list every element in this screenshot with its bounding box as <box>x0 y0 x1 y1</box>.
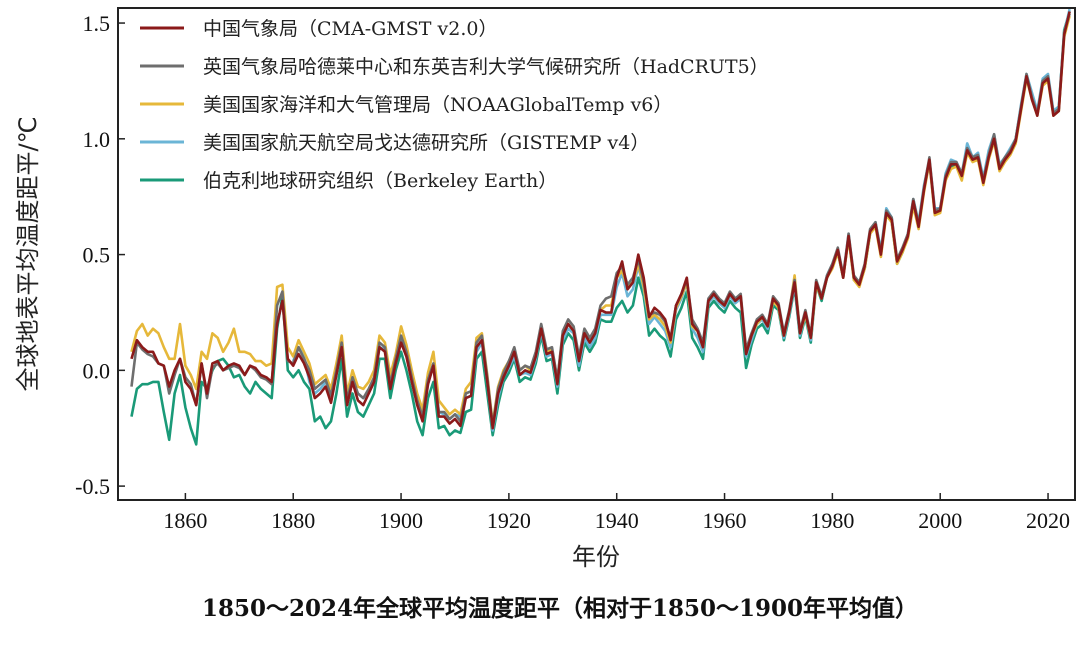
legend-item: 伯克利地球研究组织（Berkeley Earth） <box>140 170 557 192</box>
x-tick-label: 1940 <box>595 508 639 533</box>
y-tick-label: 1.5 <box>83 11 111 36</box>
x-tick-label: 1980 <box>810 508 854 533</box>
legend-label: 中国气象局（CMA-GMST v2.0） <box>203 18 497 40</box>
y-tick-label: 1.0 <box>83 127 111 152</box>
x-tick-label: 1900 <box>379 508 423 533</box>
x-tick-label: 1860 <box>163 508 207 533</box>
y-axis-label: 全球地表平均温度距平/℃ <box>14 116 42 391</box>
legend-label: 伯克利地球研究组织（Berkeley Earth） <box>203 170 557 192</box>
y-tick-label: -0.5 <box>75 474 110 499</box>
y-tick-label: 0.5 <box>83 243 111 268</box>
x-tick-label: 1960 <box>703 508 747 533</box>
x-tick-label: 2000 <box>918 508 962 533</box>
series-layer <box>130 8 1071 446</box>
legend-item: 美国国家海洋和大气管理局（NOAAGlobalTemp v6） <box>140 94 672 116</box>
legend-label: 英国气象局哈德莱中心和东英吉利大学气候研究所（HadCRUT5） <box>203 56 769 78</box>
legend-item: 英国气象局哈德莱中心和东英吉利大学气候研究所（HadCRUT5） <box>140 56 769 78</box>
legend-item: 美国国家航天航空局戈达德研究所（GISTEMP v4） <box>140 132 649 154</box>
y-axis: -0.5 0.0 0.5 1.0 1.5 <box>75 11 125 499</box>
x-axis: 1860 1880 1900 1920 1940 1960 1980 2000 2020 <box>163 493 1070 533</box>
x-tick-label: 2020 <box>1026 508 1070 533</box>
legend-label: 美国国家航天航空局戈达德研究所（GISTEMP v4） <box>203 132 649 154</box>
legend-item: 中国气象局（CMA-GMST v2.0） <box>140 18 497 40</box>
plot-frame <box>117 7 1076 501</box>
legend-label: 美国国家海洋和大气管理局（NOAAGlobalTemp v6） <box>203 94 672 116</box>
x-axis-label: 年份 <box>572 543 620 571</box>
chart-title: 1850～2024年全球平均温度距平（相对于1850～1900年平均值） <box>202 595 918 622</box>
series-line-4 <box>130 11 1071 430</box>
legend: 中国气象局（CMA-GMST v2.0） 英国气象局哈德莱中心和东英吉利大学气候研… <box>140 18 769 192</box>
x-tick-label: 1880 <box>271 508 315 533</box>
x-tick-label: 1920 <box>487 508 531 533</box>
y-tick-label: 0.0 <box>83 358 111 383</box>
series-line-3 <box>130 13 1071 428</box>
